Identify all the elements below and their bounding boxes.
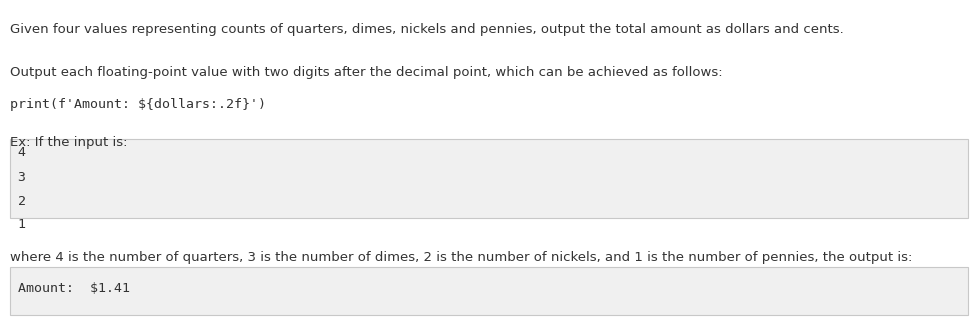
Text: print(f'Amount: ${dollars:.2f}'): print(f'Amount: ${dollars:.2f}') (10, 98, 266, 112)
Text: where 4 is the number of quarters, 3 is the number of dimes, 2 is the number of : where 4 is the number of quarters, 3 is … (10, 251, 912, 264)
FancyBboxPatch shape (10, 139, 967, 218)
FancyBboxPatch shape (10, 267, 967, 315)
Text: Output each floating-point value with two digits after the decimal point, which : Output each floating-point value with tw… (10, 66, 722, 79)
Text: 1: 1 (18, 218, 25, 231)
Text: 3: 3 (18, 171, 25, 184)
Text: Ex: If the input is:: Ex: If the input is: (10, 136, 127, 149)
Text: 2: 2 (18, 195, 25, 208)
Text: Amount:  $1.41: Amount: $1.41 (18, 282, 130, 295)
Text: 4: 4 (18, 146, 25, 159)
Text: Given four values representing counts of quarters, dimes, nickels and pennies, o: Given four values representing counts of… (10, 23, 843, 36)
